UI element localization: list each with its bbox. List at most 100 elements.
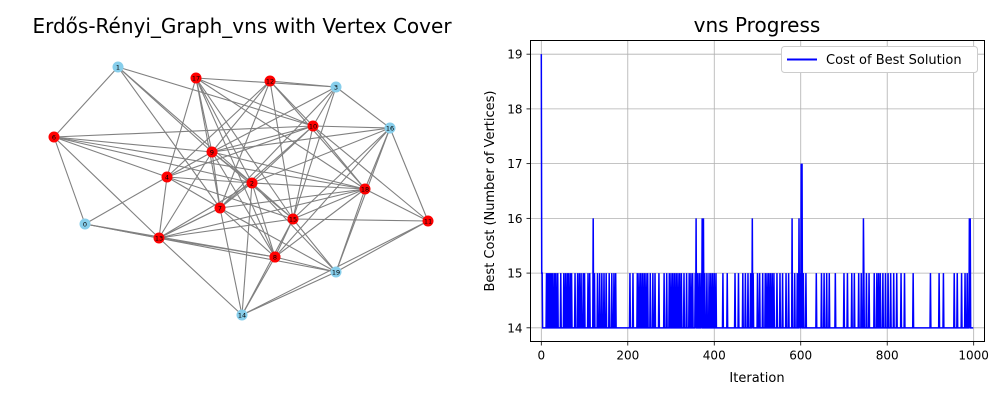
graph-edge [219, 207, 337, 273]
graph-node-label: 13 [155, 234, 163, 242]
graph-node-marker [287, 213, 299, 225]
graph-edge [364, 188, 429, 222]
graph-node-label: 14 [238, 311, 246, 319]
legend-box [781, 46, 978, 73]
graph-node-label: 11 [424, 217, 432, 225]
graph-edge [211, 125, 314, 153]
graph-edge [211, 151, 253, 184]
graph-node-marker [359, 183, 371, 195]
graph-node: 0 [79, 218, 91, 230]
graph-node: 2 [246, 177, 258, 189]
graph-edge [312, 125, 391, 129]
graph-node-label: 17 [192, 74, 200, 82]
graph-node-marker [236, 309, 248, 321]
graph-edge [269, 80, 337, 88]
graph-node-marker [330, 81, 342, 93]
graph-edge [292, 218, 337, 273]
graph-node-label: 8 [273, 253, 277, 261]
graph-edge [241, 256, 276, 316]
graph-edge [269, 80, 294, 220]
graph-edge [292, 218, 429, 222]
y-tick-label: 17 [507, 157, 522, 171]
graph-node: 15 [287, 213, 299, 225]
graph-node-marker [330, 266, 342, 278]
graph-edge [219, 188, 366, 209]
graph-edge [53, 66, 119, 138]
graph-edge [117, 66, 221, 209]
graph-edge [166, 151, 213, 178]
x-tick-label: 600 [789, 349, 812, 363]
x-tick-label: 200 [616, 349, 639, 363]
y-tick-label: 15 [507, 267, 522, 281]
graph-node-marker [79, 218, 91, 230]
graph-edge [312, 125, 429, 222]
legend: Cost of Best Solution [781, 46, 978, 73]
graph-edge [335, 127, 391, 273]
graph-edge [53, 136, 366, 190]
graph-edge [158, 207, 221, 239]
graph-edge [158, 237, 243, 316]
series-line [540, 54, 974, 329]
graph-node-marker [307, 120, 319, 132]
graph-edge [219, 80, 271, 209]
graph-edge [158, 176, 168, 239]
graph-node-label: 12 [266, 77, 274, 85]
graph-node-marker [269, 251, 281, 263]
graph-edge [195, 77, 366, 190]
y-tick-label: 19 [507, 48, 522, 62]
graph-edge [219, 207, 276, 258]
graph-edge [166, 77, 197, 178]
graph-node: 17 [190, 72, 202, 84]
graph-node-label: 16 [386, 124, 394, 132]
graph-edge [84, 176, 168, 225]
graph-edge [211, 127, 391, 153]
graph-edge [219, 207, 243, 316]
graph-title: Erdős-Rényi_Graph_vns with Vertex Cover [32, 14, 452, 38]
graph-node: 6 [48, 131, 60, 143]
graph-node: 13 [153, 232, 165, 244]
graph-edge [251, 182, 366, 190]
graph-edge [292, 188, 366, 220]
graph-node-marker [422, 215, 434, 227]
graph-edge [195, 77, 294, 220]
graph-edge [274, 256, 337, 273]
graph-edge [219, 86, 337, 209]
graph-edge [219, 125, 314, 209]
graph-edge [158, 182, 253, 239]
graph-edge [53, 136, 213, 153]
graph-node: 11 [422, 215, 434, 227]
x-ticks: 0 200 400 600 800 1000 [537, 341, 989, 363]
graph-nodes: 013141619245678910111213151718 [48, 61, 434, 321]
graph-node-label: 3 [334, 83, 338, 91]
graph-node-label: 1 [116, 63, 120, 71]
graph-edge [195, 77, 253, 184]
graph-edges [53, 66, 429, 316]
graph-node: 12 [264, 75, 276, 87]
graph-node-label: 19 [332, 268, 340, 276]
chart-series [540, 54, 974, 329]
y-ticks: 14 15 16 17 18 19 [507, 48, 531, 335]
graph-edge [292, 125, 314, 220]
graph-node-marker [190, 72, 202, 84]
graph-edge [53, 136, 168, 178]
graph-edge [251, 182, 276, 258]
graph-node-marker [112, 61, 124, 73]
graph-node-marker [161, 171, 173, 183]
graph-edge [251, 182, 337, 273]
x-axis-label: Iteration [729, 371, 784, 386]
graph-edge [117, 66, 213, 153]
graph-edge [292, 127, 391, 220]
graph-edge [335, 86, 391, 129]
graph-edge [211, 151, 366, 190]
graph-node-marker [246, 177, 258, 189]
graph-node-marker [153, 232, 165, 244]
graph-edge [269, 80, 366, 190]
graph-edge [274, 127, 391, 258]
graph-node-label: 7 [218, 204, 222, 212]
plot-frame [530, 40, 985, 342]
graph-edge [251, 127, 391, 184]
graph-node: 3 [330, 81, 342, 93]
graph-edge [53, 136, 160, 239]
graph-node-label: 15 [289, 215, 297, 223]
